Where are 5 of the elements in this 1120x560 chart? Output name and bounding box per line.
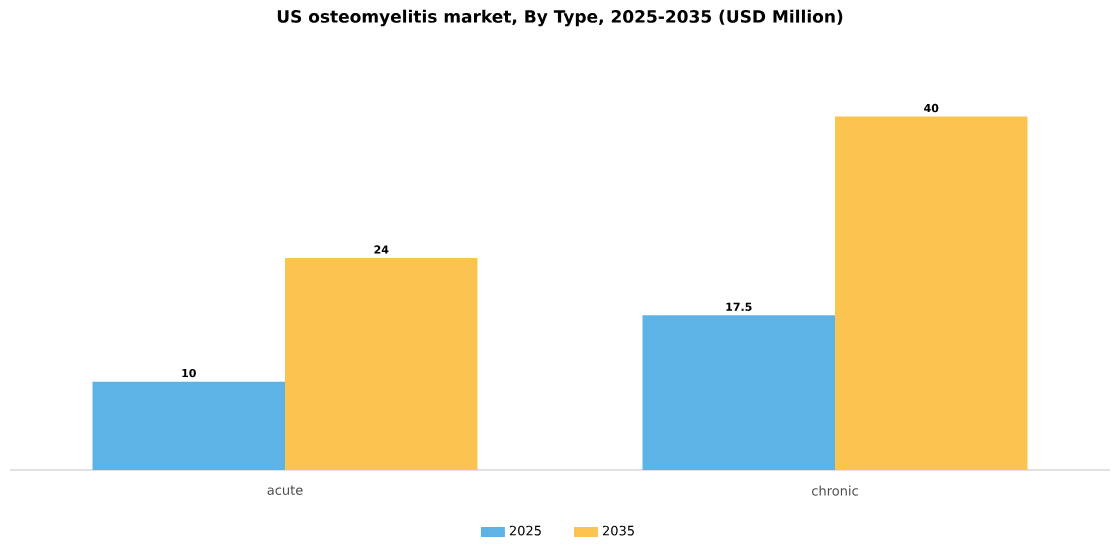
bar bbox=[835, 116, 1028, 470]
chart-title: US osteomyelitis market, By Type, 2025-2035 (USD Million) bbox=[277, 9, 843, 27]
bar bbox=[642, 315, 835, 470]
bar bbox=[92, 381, 286, 470]
bar bbox=[285, 257, 478, 470]
